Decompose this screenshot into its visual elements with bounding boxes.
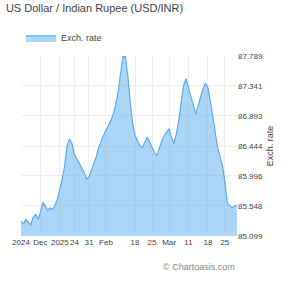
svg-text:87.341: 87.341 bbox=[238, 82, 263, 91]
svg-text:2024: 2024 bbox=[12, 238, 30, 247]
svg-text:86.893: 86.893 bbox=[238, 112, 263, 121]
svg-text:25: 25 bbox=[220, 238, 229, 247]
svg-text:18: 18 bbox=[131, 238, 140, 247]
svg-text:Exch. rate: Exch. rate bbox=[265, 126, 275, 167]
svg-text:Dec: Dec bbox=[33, 238, 47, 247]
svg-text:87.789: 87.789 bbox=[238, 52, 263, 61]
svg-text:85.548: 85.548 bbox=[238, 202, 263, 211]
svg-text:US Dollar / Indian Rupee (USD/: US Dollar / Indian Rupee (USD/INR) bbox=[6, 2, 183, 14]
svg-text:86.444: 86.444 bbox=[238, 142, 263, 151]
svg-text:11: 11 bbox=[184, 238, 193, 247]
svg-text:25: 25 bbox=[148, 238, 157, 247]
svg-text:Mar: Mar bbox=[162, 238, 176, 247]
svg-text:18: 18 bbox=[203, 238, 212, 247]
svg-text:Feb: Feb bbox=[99, 238, 113, 247]
svg-text:© Chartoasis.com: © Chartoasis.com bbox=[163, 262, 235, 272]
svg-text:2025: 2025 bbox=[51, 238, 69, 247]
svg-text:Exch. rate: Exch. rate bbox=[61, 33, 102, 43]
svg-text:31: 31 bbox=[85, 238, 94, 247]
svg-text:24: 24 bbox=[70, 238, 79, 247]
svg-text:85.996: 85.996 bbox=[238, 172, 263, 181]
svg-text:85.099: 85.099 bbox=[238, 232, 263, 241]
